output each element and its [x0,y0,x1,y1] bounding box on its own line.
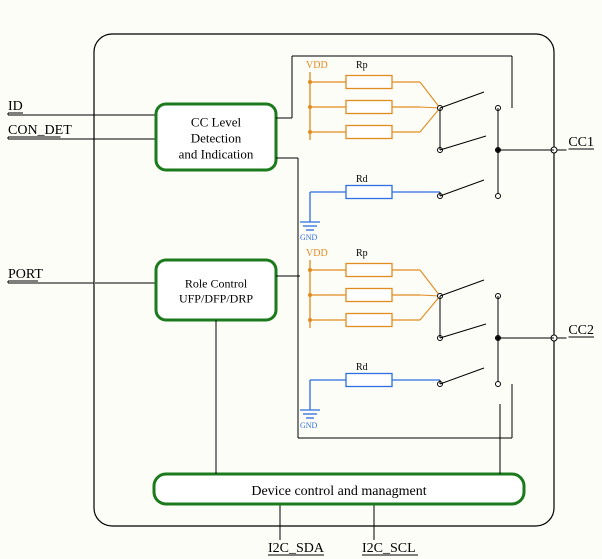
svg-text:ID: ID [8,99,23,114]
svg-text:GND: GND [300,233,318,242]
svg-text:PORT: PORT [8,267,43,282]
svg-text:CC2: CC2 [568,323,594,338]
svg-text:Rp: Rp [356,248,368,259]
svg-text:VDD: VDD [306,248,328,259]
svg-text:Rd: Rd [356,362,368,373]
svg-text:GND: GND [300,421,318,430]
svg-text:Rp: Rp [356,60,368,71]
svg-text:CON_DET: CON_DET [8,123,72,138]
svg-text:CC Level: CC Level [191,115,242,130]
svg-text:CC1: CC1 [568,135,594,150]
svg-text:Device control and managment: Device control and managment [251,484,426,499]
block-diagram: ID CON_DET PORT CC1 CC2 I2C_SDA I2C_SCL CC Leve… [0,0,602,559]
svg-text:Detection: Detection [191,131,242,146]
svg-text:Rd: Rd [356,174,368,185]
svg-text:I2C_SCL: I2C_SCL [362,541,416,556]
svg-text:VDD: VDD [306,60,328,71]
svg-text:Role Control: Role Control [185,277,248,291]
svg-text:UFP/DFP/DRP: UFP/DFP/DRP [179,292,253,306]
svg-text:and Indication: and Indication [179,147,254,162]
svg-text:I2C_SDA: I2C_SDA [268,541,325,556]
